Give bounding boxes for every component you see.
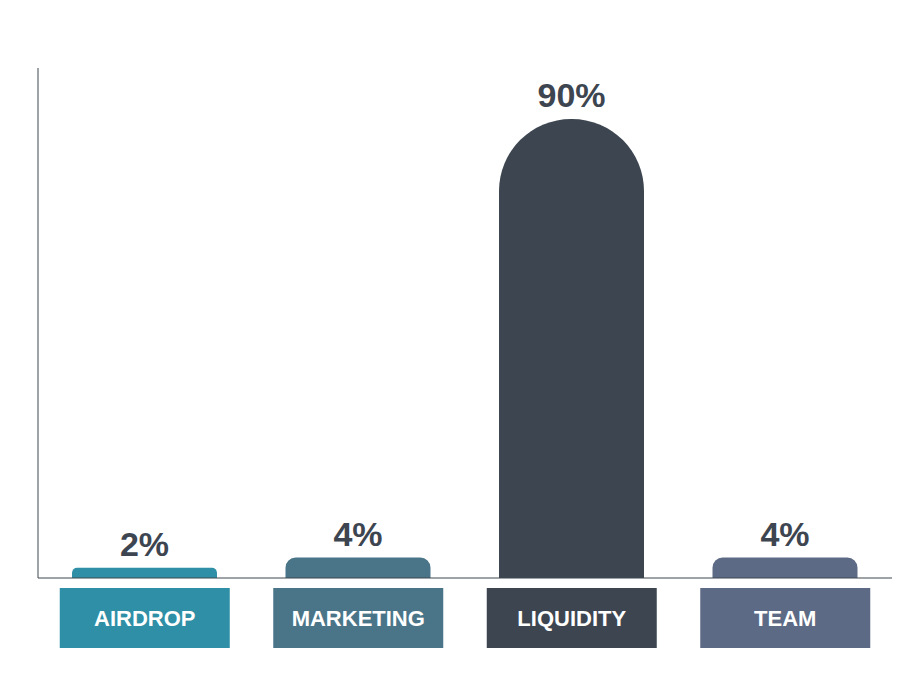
svg-text:90%: 90% <box>537 76 605 114</box>
svg-text:4%: 4% <box>333 515 382 553</box>
svg-text:4%: 4% <box>760 515 809 553</box>
svg-text:TEAM: TEAM <box>754 606 816 631</box>
svg-text:MARKETING: MARKETING <box>292 606 425 631</box>
svg-text:LIQUIDITY: LIQUIDITY <box>517 606 626 631</box>
svg-text:AIRDROP: AIRDROP <box>94 606 195 631</box>
svg-text:2%: 2% <box>120 525 169 563</box>
